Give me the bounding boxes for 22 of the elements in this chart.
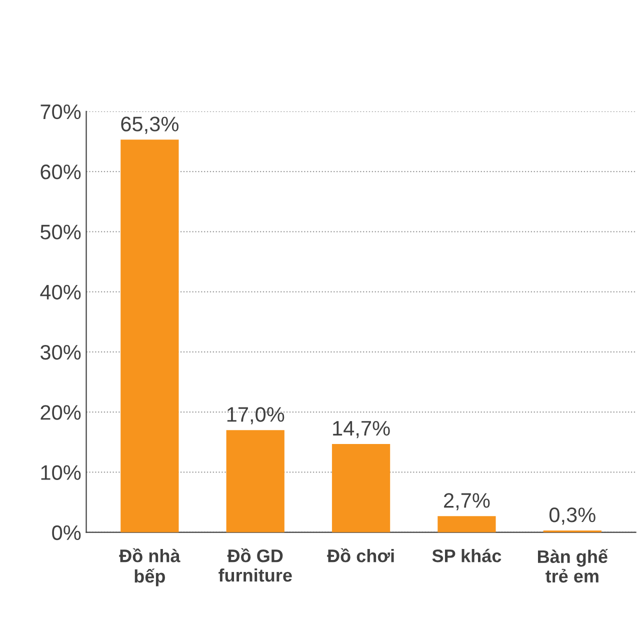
data-label: 2,7%: [444, 493, 490, 510]
y-tick-label: 20%: [40, 405, 81, 420]
data-label: 14,7%: [333, 421, 390, 438]
bar: [226, 430, 284, 532]
y-tick-label: 60%: [40, 164, 81, 180]
bar: [438, 516, 496, 532]
data-label: 0,3%: [549, 508, 596, 525]
y-tick-label: 70%: [40, 104, 81, 120]
data-label: 17,0%: [227, 407, 284, 424]
y-tick-label: 40%: [40, 284, 81, 300]
x-tick-label: SP khác: [432, 548, 502, 562]
y-tick-label: 0%: [52, 525, 81, 540]
x-tick-label: Đồ chơi: [327, 548, 394, 562]
y-tick-label: 30%: [40, 344, 81, 360]
x-tick-label: Đồ nhà bếp: [119, 548, 180, 586]
y-tick-label: 50%: [40, 224, 81, 240]
data-label: 65,3%: [121, 116, 178, 134]
bar: [332, 444, 390, 532]
x-tick-label: Đồ GD furniture: [218, 548, 292, 582]
bar: [120, 140, 179, 532]
y-tick-label: 10%: [41, 465, 81, 480]
x-tick-label: Bàn ghế trẻ em: [538, 549, 608, 583]
